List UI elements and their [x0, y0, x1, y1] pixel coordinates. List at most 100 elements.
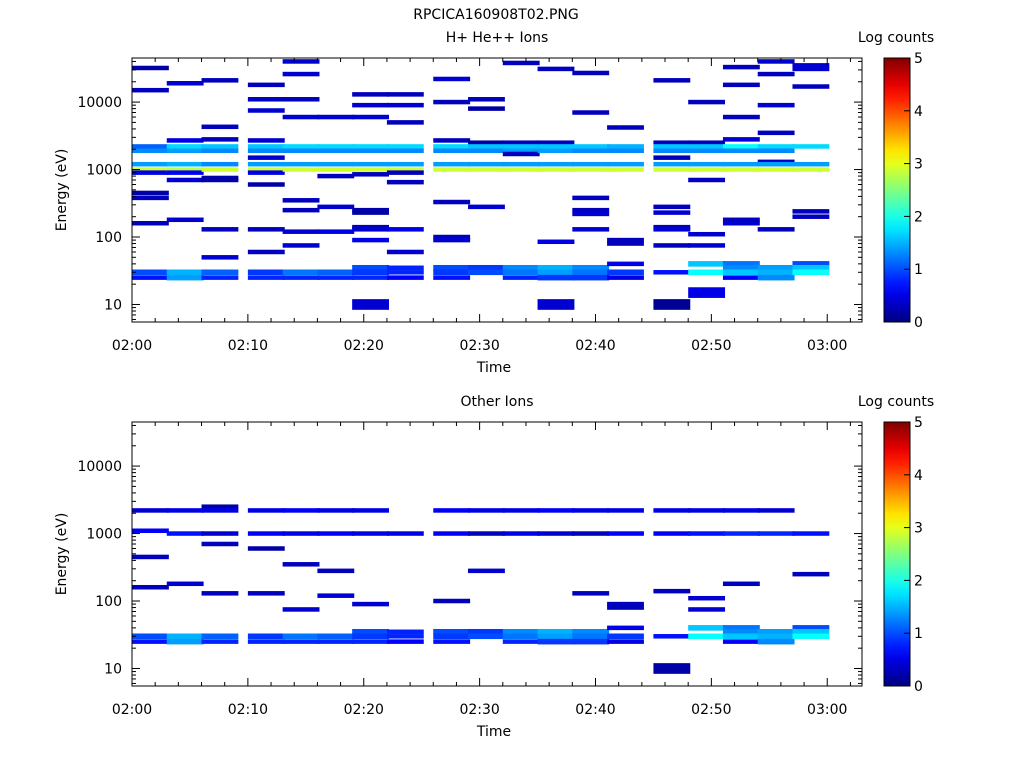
heatmap-cell — [132, 87, 169, 93]
heatmap-cell — [722, 114, 760, 120]
heatmap-cell — [607, 639, 644, 644]
heatmap-cell — [537, 148, 575, 153]
heatmap-cell — [572, 274, 610, 281]
heatmap-cell — [502, 148, 540, 153]
heatmap-cell — [653, 634, 691, 639]
heatmap-cell — [132, 554, 169, 560]
heatmap-cell — [537, 66, 575, 72]
heatmap-cell — [247, 138, 285, 143]
heatmap-cell — [386, 634, 424, 639]
heatmap-cell — [607, 144, 644, 149]
heatmap-cell — [166, 274, 204, 281]
heatmap-cell — [352, 172, 390, 177]
heatmap-cell — [537, 508, 575, 513]
heatmap-cell — [352, 531, 390, 536]
heatmap-cell — [352, 148, 390, 153]
heatmap-cell — [352, 639, 390, 644]
heatmap-cell — [688, 231, 726, 237]
heatmap-cell — [607, 161, 644, 167]
heatmap-cell — [247, 591, 285, 596]
heatmap-cell — [352, 144, 390, 149]
colorbar-tick-label: 4 — [914, 104, 923, 120]
heatmap-cell — [722, 148, 760, 153]
heatmap-cell — [722, 161, 760, 167]
heatmap-cell — [722, 269, 760, 276]
heatmap-cell — [572, 195, 610, 201]
heatmap-cell — [247, 639, 285, 644]
heatmap-cell — [502, 60, 540, 66]
heatmap-cell — [607, 125, 644, 130]
heatmap-cell — [317, 167, 355, 172]
y-axis-label: Energy (eV) — [54, 149, 70, 232]
heatmap-cell — [757, 159, 795, 165]
heatmap-cell — [247, 148, 285, 153]
heatmap-cell — [792, 209, 830, 214]
heatmap-cell — [352, 161, 390, 167]
heatmap-cell — [722, 264, 760, 271]
heatmap-cell — [282, 59, 320, 64]
heatmap-cell — [468, 97, 505, 102]
heatmap-cell — [502, 144, 540, 149]
heatmap-cell — [722, 137, 760, 142]
heatmap-cell — [352, 269, 390, 276]
heatmap-cell — [688, 625, 726, 631]
heatmap-cell — [653, 140, 691, 145]
x-tick-label: 03:00 — [807, 338, 847, 354]
heatmap-cell — [607, 275, 644, 280]
heatmap-cell — [433, 144, 471, 149]
heatmap-cell — [722, 64, 760, 70]
heatmap-cell — [757, 633, 795, 640]
heatmap-cell — [537, 144, 575, 149]
heatmap-cell — [386, 102, 424, 108]
heatmap-cell — [282, 148, 320, 153]
heatmap-cell — [433, 237, 471, 243]
heatmap-cell — [688, 607, 726, 612]
heatmap-cell — [688, 269, 726, 276]
x-tick-label: 02:00 — [112, 702, 152, 718]
heatmap-cell — [352, 114, 390, 120]
heatmap-cell — [247, 508, 285, 513]
heatmap-cell — [722, 144, 760, 149]
heatmap-cell — [572, 531, 610, 536]
colorbar-tick-label: 2 — [914, 209, 923, 225]
heatmap-cell — [792, 214, 830, 219]
heatmap-cell — [722, 639, 760, 644]
panel-title: H+ He++ Ions — [446, 30, 549, 46]
y-tick-label: 10000 — [77, 459, 122, 475]
colorbar-tick-label: 3 — [914, 521, 923, 537]
heatmap-cell — [433, 639, 471, 644]
heatmap-cell — [132, 170, 169, 175]
heatmap-cell — [653, 204, 691, 210]
heatmap-cell — [722, 167, 760, 172]
heatmap-cell — [502, 161, 540, 167]
heatmap-cell — [537, 274, 575, 281]
heatmap-cell — [757, 167, 795, 172]
heatmap-cell — [201, 508, 239, 513]
heatmap-cell — [247, 170, 285, 175]
y-tick-label: 1000 — [86, 163, 122, 179]
heatmap-cell — [166, 170, 204, 175]
heatmap-cell — [757, 130, 795, 136]
heatmap-cell — [572, 269, 610, 276]
heatmap-cell — [468, 161, 505, 167]
heatmap-cell — [722, 275, 760, 280]
heatmap-cell — [653, 588, 691, 594]
heatmap-cell — [247, 155, 285, 160]
y-axis-label: Energy (eV) — [54, 513, 70, 596]
heatmap-cell — [722, 217, 760, 223]
heatmap-cell — [386, 265, 424, 271]
heatmap-cell — [352, 207, 390, 213]
heatmap-cell — [572, 628, 610, 635]
heatmap-cell — [607, 633, 644, 640]
heatmap-cell — [607, 167, 644, 172]
heatmap-cell — [247, 167, 285, 172]
heatmap-cell — [132, 148, 169, 153]
y-tick-label: 10 — [104, 661, 122, 677]
heatmap-cell — [688, 633, 726, 640]
x-tick-label: 02:30 — [459, 702, 499, 718]
heatmap-cell — [201, 167, 239, 172]
heatmap-cell — [166, 269, 204, 276]
heatmap-cell — [166, 531, 204, 536]
heatmap-cell — [757, 148, 795, 153]
